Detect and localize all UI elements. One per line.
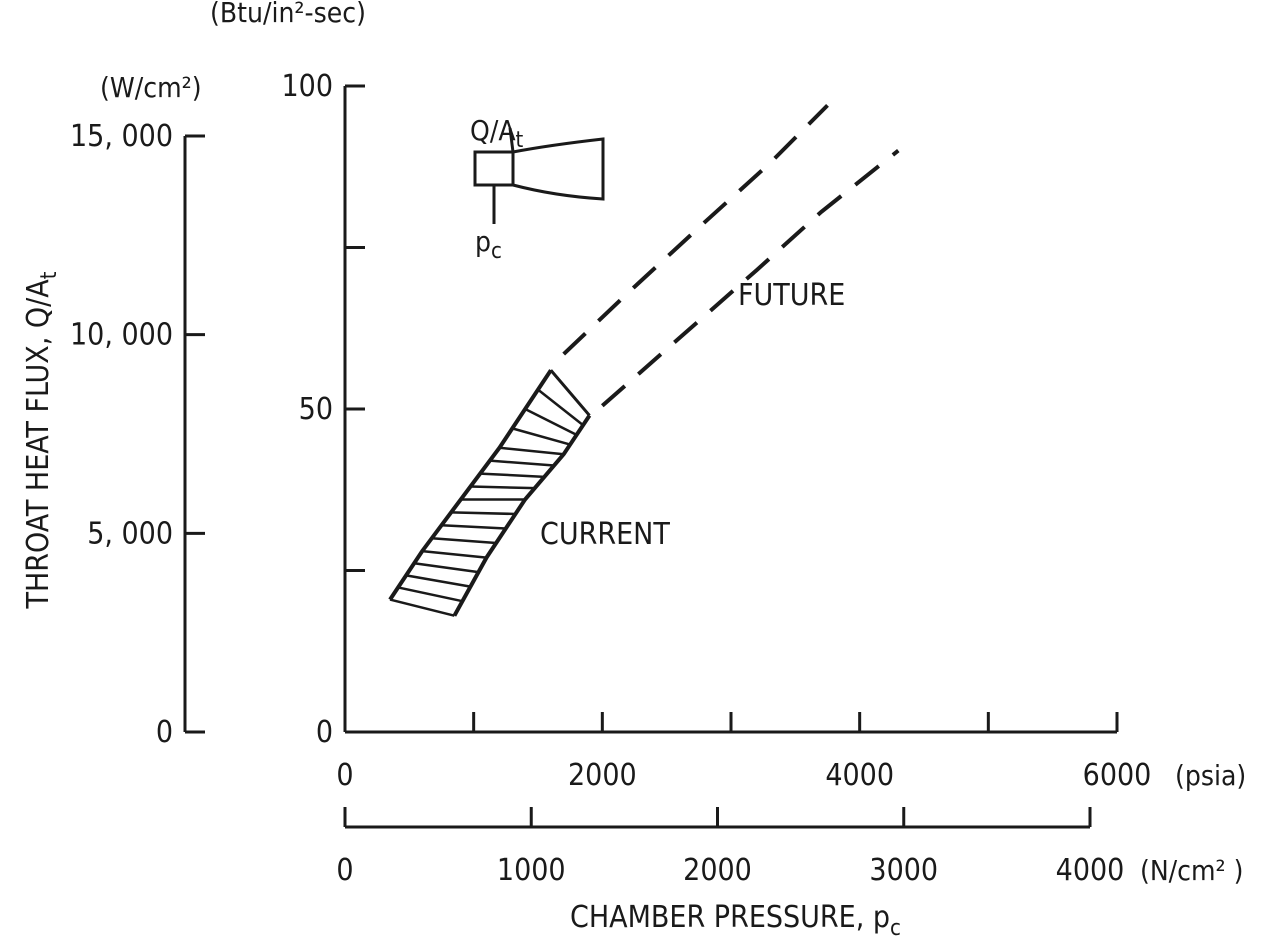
current-region-hatch [489, 459, 555, 467]
x-ncm2-tick-label: 1000 [497, 853, 566, 888]
current-region-hatch [431, 536, 497, 545]
y-w-tick-label: 15, 000 [70, 119, 173, 154]
x-ncm2-tick-label: 0 [336, 853, 353, 888]
inset-flux-label: Q/At [470, 114, 524, 153]
current-region-hatch [480, 472, 545, 479]
y-btu-tick-label: 100 [281, 69, 333, 104]
current-region-hatch [397, 586, 463, 603]
x-psia-unit-label: (psia) [1175, 759, 1246, 792]
x-ncm2-tick-label: 2000 [683, 853, 752, 888]
x-ncm2-tick-label: 3000 [869, 853, 938, 888]
y-btu-unit-label: (Btu/in²-sec) [210, 0, 366, 29]
current-region-hatch [499, 446, 564, 456]
nozzle-inset-diagram: Q/At pc [470, 114, 605, 264]
x-psia-tick-label: 2000 [568, 758, 637, 793]
current-region-hatch [511, 427, 571, 446]
y-axis-w: 0 5, 000 10, 000 15, 000 (W/cm²) [70, 71, 205, 750]
current-region-hatch [405, 574, 471, 588]
y-w-tick-label: 0 [156, 715, 173, 750]
current-region-hatch [422, 549, 487, 559]
current-band-edge [549, 369, 591, 417]
current-region-hatch [389, 598, 455, 617]
current-region-hatch [470, 485, 535, 490]
lower-curve-current [452, 414, 592, 617]
x-ncm2-tick-label: 4000 [1056, 853, 1125, 888]
future-label: FUTURE [738, 278, 845, 313]
nozzle-shape [512, 137, 605, 201]
curves [388, 103, 900, 617]
current-region-hatch [413, 561, 479, 574]
y-axis-title: THROAT HEAT FLUX, Q/At [21, 271, 62, 609]
y-axis-btu: 0 50 100 (Btu/in²-sec) [210, 0, 366, 750]
y-btu-tick-label: 0 [316, 715, 333, 750]
upper-curve-future [562, 103, 829, 356]
x-axis-title: CHAMBER PRESSURE, pc [570, 900, 901, 941]
y-w-unit-label: (W/cm²) [100, 71, 202, 104]
y-w-tick-label: 10, 000 [70, 318, 173, 353]
x-psia-tick-label: 0 [336, 758, 353, 793]
x-axis-ncm2: 0 1000 2000 3000 4000 (N/cm² ) [336, 807, 1243, 888]
x-psia-tick-label: 4000 [825, 758, 894, 793]
current-region-hatch [537, 388, 584, 427]
flux-leader-line [508, 127, 515, 153]
y-w-tick-label: 5, 000 [87, 516, 173, 551]
y-btu-tick-label: 50 [299, 392, 333, 427]
combustion-chamber-shape [473, 150, 515, 187]
current-region-hatch [451, 511, 516, 516]
x-axis-psia: 0 2000 4000 6000 (psia) [336, 712, 1246, 793]
upper-curve-current [388, 369, 553, 601]
inset-pressure-label: pc [475, 225, 502, 264]
lower-curve-future [600, 149, 900, 408]
x-ncm2-unit-label: (N/cm² ) [1140, 854, 1243, 887]
x-psia-tick-label: 6000 [1083, 758, 1152, 793]
current-label: CURRENT [540, 517, 670, 552]
current-region-hatch [441, 524, 506, 530]
current-region-hatch [524, 407, 578, 436]
